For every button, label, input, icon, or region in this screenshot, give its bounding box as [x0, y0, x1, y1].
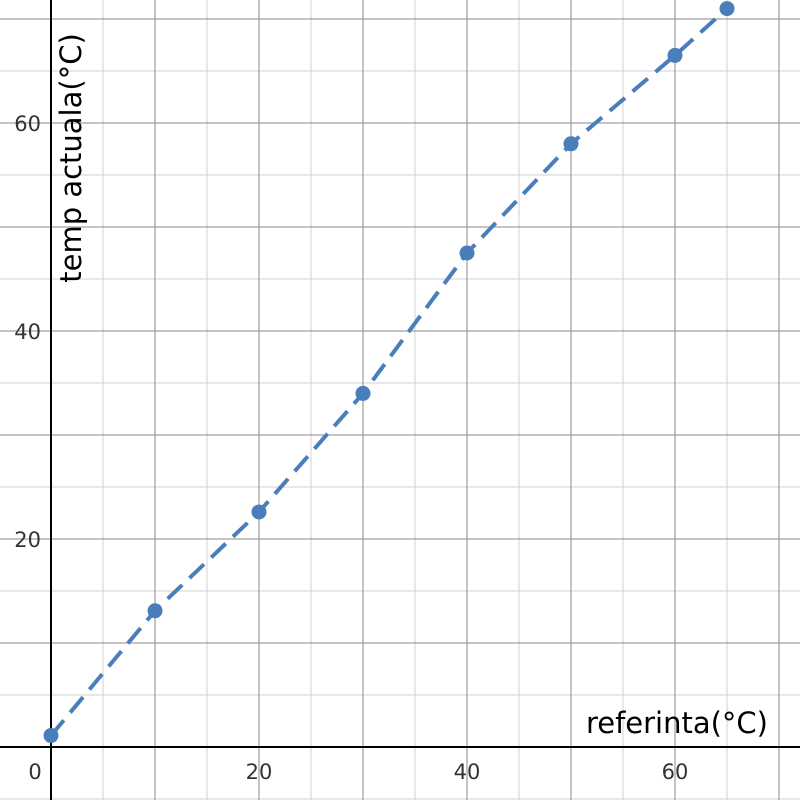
y-tick-label: 60 — [14, 112, 41, 136]
x-tick-label: 20 — [246, 760, 273, 784]
y-axis-label: temp actuala(°C) — [54, 33, 88, 283]
series-group — [43, 1, 735, 744]
data-point — [251, 504, 267, 520]
data-point — [719, 1, 735, 17]
series-line — [49, 7, 729, 737]
y-tick-label: 40 — [14, 320, 41, 344]
data-point — [563, 136, 579, 152]
x-axis-label: referinta(°C) — [586, 706, 768, 740]
data-point — [43, 728, 59, 744]
y-tick-label: 20 — [14, 528, 41, 552]
x-tick-label: 40 — [454, 760, 481, 784]
x-tick-label: 60 — [662, 760, 689, 784]
x-tick-label: 0 — [28, 760, 41, 784]
data-point — [147, 603, 163, 619]
data-point — [355, 385, 371, 401]
data-point — [667, 47, 683, 63]
tick-labels: 0 20 40 60 20 40 60 — [14, 112, 688, 784]
data-point — [459, 245, 475, 261]
